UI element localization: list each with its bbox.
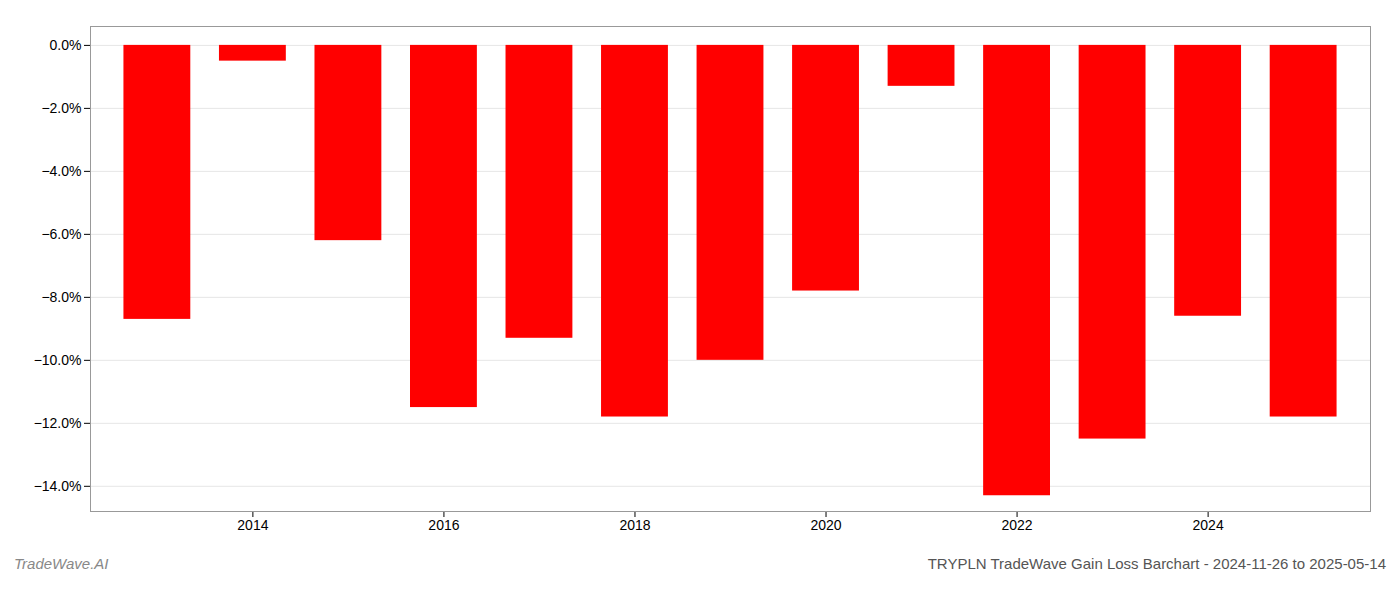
svg-text:2016: 2016 bbox=[428, 517, 459, 533]
html-text:TradeWave.AI: TradeWave.AI bbox=[14, 555, 109, 572]
svg-text:2024: 2024 bbox=[1193, 517, 1224, 533]
svg-text:2020: 2020 bbox=[810, 517, 841, 533]
svg-text:−12.0%: −12.0% bbox=[34, 415, 82, 431]
svg-text:−10.0%: −10.0% bbox=[34, 352, 82, 368]
svg-text:2018: 2018 bbox=[619, 517, 650, 533]
svg-text:0.0%: 0.0% bbox=[50, 37, 82, 53]
svg-text:−4.0%: −4.0% bbox=[41, 163, 81, 179]
svg-text:−14.0%: −14.0% bbox=[34, 478, 82, 494]
svg-text:2014: 2014 bbox=[237, 517, 268, 533]
svg-text:2022: 2022 bbox=[1001, 517, 1032, 533]
svg-text:−8.0%: −8.0% bbox=[41, 289, 81, 305]
svg-text:−2.0%: −2.0% bbox=[41, 100, 81, 116]
html-text:TRYPLN TradeWave Gain Loss Bar: TRYPLN TradeWave Gain Loss Barchart - 20… bbox=[927, 555, 1386, 572]
svg-text:−6.0%: −6.0% bbox=[41, 226, 81, 242]
